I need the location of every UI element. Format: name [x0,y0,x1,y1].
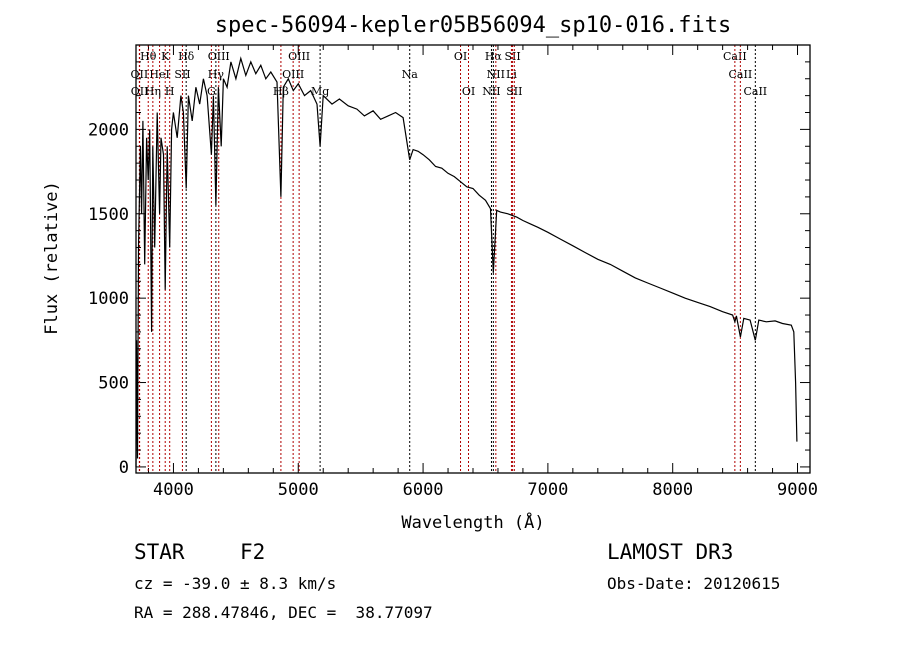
x-tick-label: 7000 [527,480,568,500]
x-tick-label: 8000 [652,480,693,500]
spectral-line-label: OII [131,85,149,98]
plot-frame [135,44,811,474]
spectral-line-label: OIII [208,50,230,63]
spectral-line-label: CaII [723,50,747,63]
x-tick-label: 5000 [278,480,319,500]
spectral-line-label: OI [462,85,475,98]
spectral-line-label: OIII [288,50,310,63]
spectral-line-label: Hδ [178,50,195,63]
spectrum-chart: spec-56094-kepler05B56094_sp10-016.fits … [42,13,818,533]
coordinates: RA = 288.47846, DEC = 38.77097 [134,603,433,622]
spectral-line-label: Hα [485,50,503,63]
object-subclass: F2 [240,540,266,564]
spectral-line-label: Hη [145,85,161,98]
spectral-line-label: Li [506,68,517,81]
spectral-line-label: HeI [149,68,169,81]
spectral-line-label: Hγ [208,68,225,81]
spectral-line-label: G [207,85,216,98]
spectrum-line [135,56,798,467]
x-tick-label: 6000 [403,480,444,500]
x-tick-label: 9000 [777,480,818,500]
spectral-line-label: SII [506,85,522,98]
x-tick-label: 4000 [153,480,194,500]
chart-title: spec-56094-kepler05B56094_sp10-016.fits [215,13,732,38]
y-tick-label: 500 [98,374,129,394]
spectral-line-label: Na [402,68,419,81]
spectral-line-label: NII [487,68,505,81]
object-class: STAR [134,540,185,564]
spectral-line-label: SII [174,68,190,81]
x-axis-label: Wavelength (Å) [401,511,544,533]
y-tick-label: 2000 [88,120,129,140]
spectral-line-label: CaII [743,85,767,98]
spectral-line-label: Mg [311,85,329,98]
y-axis-label: Flux (relative) [42,181,62,335]
y-tick-label: 1500 [88,205,129,225]
spectral-line-label: K [161,50,170,63]
spectral-line-label: SII [504,50,520,63]
spectral-line-label: OIII [282,68,304,81]
survey-name: LAMOST DR3 [607,540,734,564]
spectral-line-label: H [165,85,175,98]
observation-date: Obs-Date: 20120615 [607,574,781,593]
spectral-line-label: NII [482,85,500,98]
spectral-line-label: Hβ [273,85,289,98]
y-tick-label: 1000 [88,289,129,309]
spectral-line-label: Hθ [140,50,157,63]
redshift-velocity: cz = -39.0 ± 8.3 km/s [134,574,337,593]
spectral-line-label: OI [454,50,467,63]
spectral-line-label: CaII [729,68,753,81]
y-tick-label: 0 [119,458,129,478]
